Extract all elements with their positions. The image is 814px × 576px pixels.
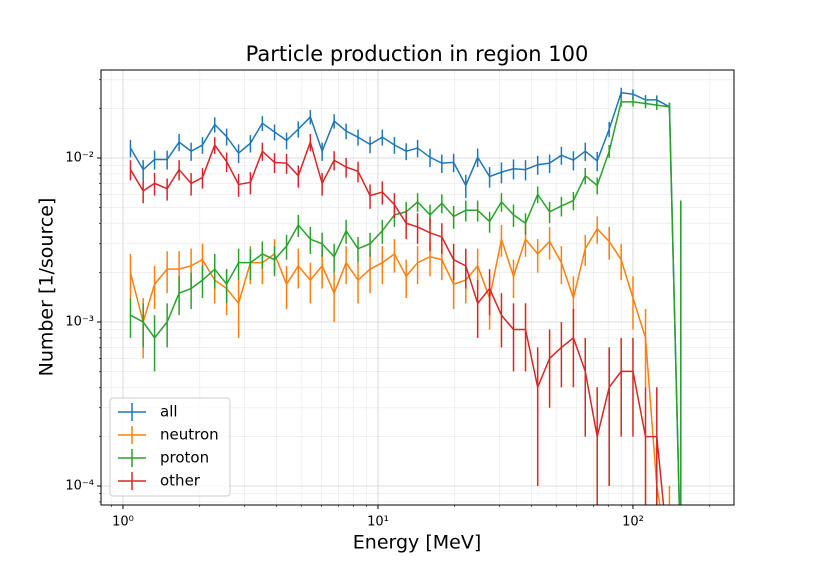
y-tick-label: 10⁻⁴ [65,479,94,494]
legend-label: all [160,403,178,421]
x-tick-label: 10² [622,515,644,530]
legend-label: proton [160,449,209,467]
x-tick-label: 10¹ [367,515,389,530]
plot-frame [100,69,735,506]
y-tick-label: 10⁻³ [65,315,94,330]
y-tick-label: 10⁻² [65,150,94,165]
chart-title: Particle production in region 100 [246,42,589,66]
legend-label: other [160,472,201,490]
legend-box [109,397,231,497]
x-tick-label: 10⁰ [112,515,134,530]
legend: all neutron proton other [109,397,231,497]
y-axis-label: Number [1/source] [36,198,58,377]
plot-area [129,87,682,505]
axes: 10⁰ 10¹ 10² 10⁻⁴ 10⁻³ 10⁻² [65,79,711,530]
legend-label: neutron [160,426,219,444]
x-axis-label: Energy [MeV] [353,532,481,554]
